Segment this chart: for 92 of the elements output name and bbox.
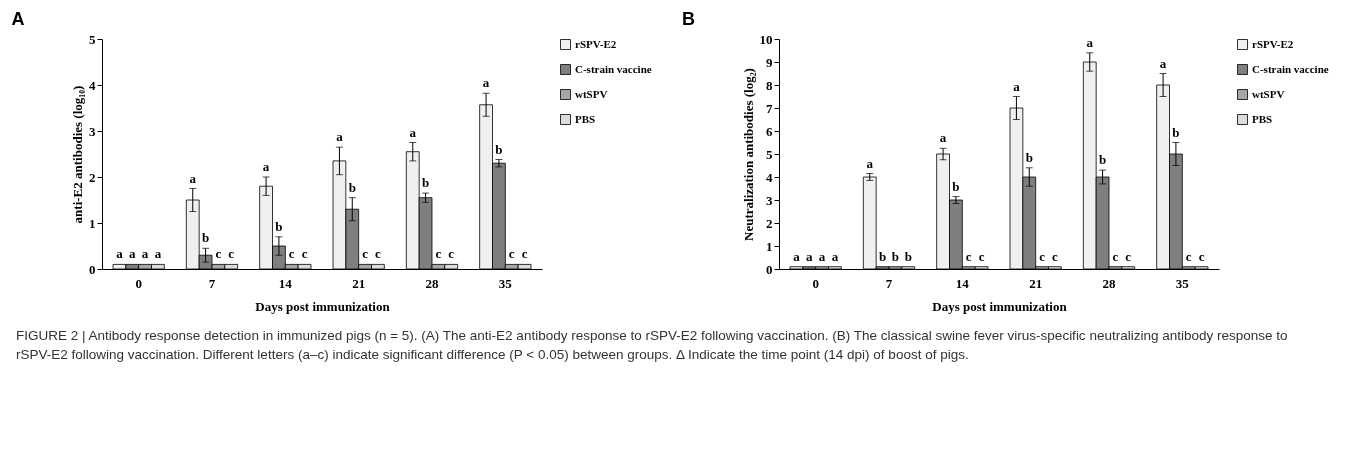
y-tick-label: 2 [766, 215, 773, 231]
data-label: a [831, 248, 839, 264]
data-label: c [375, 246, 382, 262]
y-tick-label: 3 [766, 192, 773, 208]
data-label: a [866, 155, 874, 171]
data-label: c [1125, 248, 1132, 264]
legend-label: wtSPV [575, 87, 608, 100]
y-tick-label: 3 [89, 123, 96, 139]
y-tick-label: 4 [89, 77, 96, 93]
x-tick-label: 21 [1029, 275, 1043, 291]
y-tick-label: 9 [766, 54, 773, 70]
data-label: c [448, 246, 455, 262]
data-label: c [1185, 248, 1192, 264]
caption: FIGURE 2 | Antibody response detection in immunized pigs (n = 5). (A) The anti-E2 antibody response to rSPV-E2 following vaccination. (B) The classical swine fever virus-specific neutralizing antibody response to rSPV-E2 following vaccination. Different letters (a–c) indicate significant difference (P < 0.05) between groups. Δ Indicate the time point (14 dpi) of boost of pigs. [16, 327, 1289, 364]
data-label: b [421, 175, 430, 191]
data-label: a [1086, 34, 1094, 50]
y-tick-label: 4 [766, 169, 773, 185]
data-label: c [1039, 248, 1046, 264]
x-tick-label: 35 [1175, 275, 1190, 291]
x-tick-label: 7 [208, 275, 216, 291]
data-label: c [1198, 248, 1205, 264]
x-tick-label: 7 [885, 275, 893, 291]
y-axis-title: anti-E2 antibodies (log₁₀) [70, 85, 85, 224]
legend-label: rSPV-E2 [1252, 37, 1294, 50]
data-label: a [939, 130, 947, 146]
data-label: c [215, 246, 222, 262]
data-label: b [878, 248, 887, 264]
data-label: b [1172, 124, 1180, 140]
y-tick-label: 5 [766, 146, 773, 162]
data-label: a [154, 246, 162, 262]
x-tick-label: 28 [425, 275, 439, 291]
data-label: b [904, 248, 912, 264]
data-label: c [362, 246, 369, 262]
data-label: a [141, 246, 149, 262]
data-label: b [495, 141, 503, 157]
legend-label: rSPV-E2 [575, 37, 617, 50]
legend-label: C-strain vaccine [575, 62, 652, 75]
chart-title: A [11, 9, 25, 29]
x-tick-label: 14 [278, 275, 293, 291]
data-label: c [301, 246, 308, 262]
data-label: b [348, 179, 356, 195]
data-label: c [228, 246, 235, 262]
data-label: a [1159, 55, 1167, 71]
y-tick-label: 0 [766, 261, 773, 277]
x-axis-title: Days post immunization [255, 298, 391, 314]
data-label: c [1112, 248, 1119, 264]
data-label: a [129, 246, 136, 262]
data-label: a [818, 248, 826, 264]
data-label: b [891, 248, 900, 264]
data-label: c [965, 248, 972, 264]
y-tick-label: 5 [89, 31, 96, 47]
data-label: a [1013, 78, 1021, 94]
x-tick-label: 14 [955, 275, 970, 291]
x-tick-label: 0 [135, 275, 142, 291]
legend-label: PBS [1252, 112, 1273, 125]
data-label: c [521, 246, 528, 262]
data-label: a [336, 129, 344, 145]
y-tick-label: 0 [89, 261, 96, 277]
x-tick-label: 28 [1102, 275, 1116, 291]
data-label: c [288, 246, 295, 262]
data-label: b [952, 178, 960, 194]
data-label: b [1098, 152, 1107, 168]
y-tick-label: 1 [89, 215, 96, 231]
x-tick-label: 21 [352, 275, 366, 291]
x-tick-label: 0 [812, 275, 819, 291]
data-label: a [409, 124, 417, 140]
data-label: a [793, 248, 801, 264]
data-label: a [116, 246, 124, 262]
data-label: a [482, 75, 490, 91]
y-axis-title: Neutralization antibodies (log₂) [740, 68, 756, 241]
y-tick-label: 6 [766, 123, 773, 139]
data-label: c [1052, 248, 1059, 264]
legend-label: PBS [575, 112, 596, 125]
chart-title: B [682, 9, 695, 29]
y-tick-label: 1 [766, 238, 773, 254]
data-label: c [508, 246, 515, 262]
y-tick-label: 8 [766, 77, 773, 93]
data-label: b [1025, 149, 1033, 165]
legend-label: C-strain vaccine [1252, 62, 1329, 75]
data-label: c [978, 248, 985, 264]
data-label: a [189, 170, 197, 186]
x-axis-title: Days post immunization [932, 298, 1068, 314]
y-tick-label: 7 [766, 100, 773, 116]
data-label: a [262, 159, 270, 174]
data-label: b [201, 230, 210, 246]
y-tick-label: 10 [759, 31, 773, 47]
data-label: a [806, 248, 813, 264]
x-tick-label: 35 [498, 275, 513, 291]
legend-label: wtSPV [1252, 87, 1285, 100]
y-tick-label: 2 [89, 169, 96, 185]
data-label: b [275, 218, 283, 234]
data-label: c [435, 246, 442, 262]
